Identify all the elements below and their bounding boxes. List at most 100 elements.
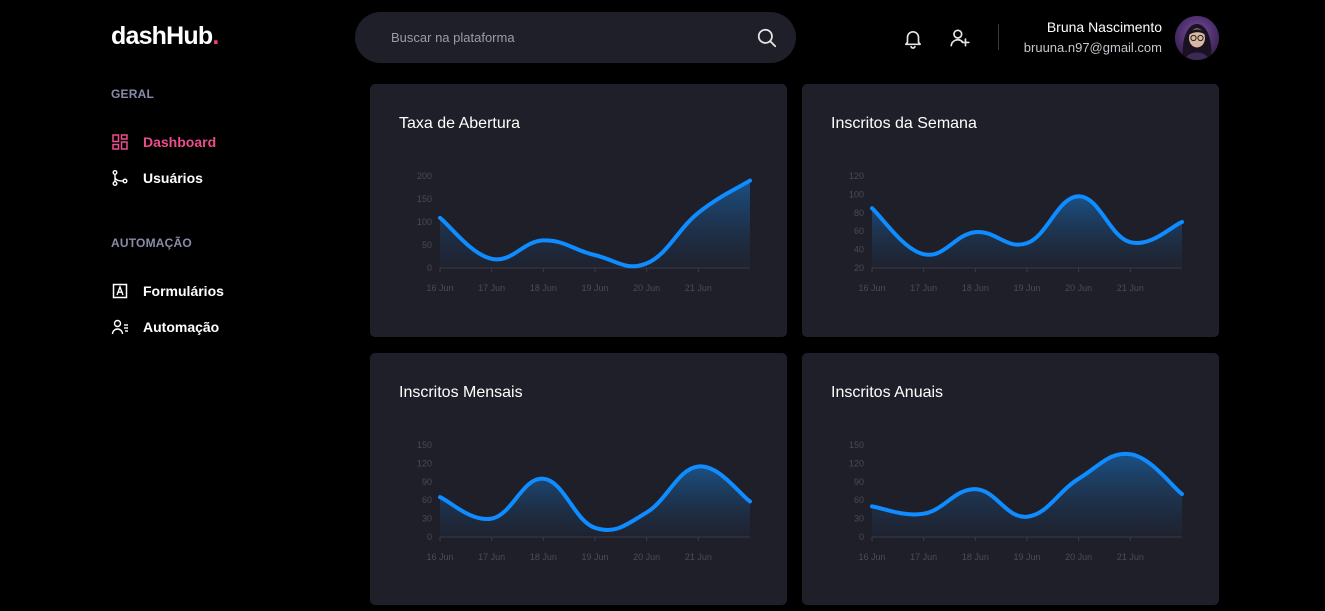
- section-title-geral: GERAL: [111, 87, 154, 101]
- chart-inscritos-semana: 20 40 60 80 100 120 16 Jun 17 Jun 18 Jun 19 Jun 20…: [849, 171, 1184, 293]
- data-point[interactable]: [1128, 240, 1132, 244]
- chart-card-inscritos-semana: Inscritos da Semana 20 40 60 80 100 120 16 Jun…: [802, 84, 1219, 337]
- data-point[interactable]: [696, 464, 700, 468]
- y-tick-label: 150: [417, 440, 432, 450]
- x-tick-label: 19 Jun: [581, 552, 608, 562]
- series-area: [440, 466, 750, 537]
- chart-title: Inscritos da Semana: [831, 115, 977, 132]
- data-point[interactable]: [438, 216, 442, 220]
- data-point[interactable]: [748, 499, 752, 503]
- x-tick-label: 18 Jun: [962, 552, 989, 562]
- app-logo[interactable]: dashHub.: [111, 22, 219, 51]
- x-tick-label: 16 Jun: [426, 283, 453, 293]
- y-tick-label: 30: [854, 514, 864, 524]
- data-point[interactable]: [541, 477, 545, 481]
- y-tick-label: 60: [422, 495, 432, 505]
- x-tick-label: 20 Jun: [1065, 283, 1092, 293]
- chart-card-inscritos-mensais: Inscritos Mensais 0 30 60 90 120 150 16 Jun 17 …: [370, 353, 787, 605]
- series-area: [872, 453, 1182, 537]
- series-area: [440, 180, 750, 268]
- data-point[interactable]: [1180, 492, 1184, 496]
- data-point[interactable]: [438, 495, 442, 499]
- x-tick-label: 16 Jun: [426, 552, 453, 562]
- x-tick-label: 18 Jun: [530, 552, 557, 562]
- data-point[interactable]: [490, 517, 494, 521]
- x-tick-label: 20 Jun: [633, 552, 660, 562]
- chart-inscritos-anuais: 0 30 60 90 120 150 16 Jun 17 Jun 18 Jun 19 Jun 20 …: [849, 440, 1184, 562]
- chart-title: Taxa de Abertura: [399, 115, 520, 132]
- data-point[interactable]: [593, 253, 597, 257]
- user-name: Bruna Nascimento: [1046, 19, 1162, 35]
- data-point[interactable]: [1025, 241, 1029, 245]
- users-list-icon: [111, 319, 128, 335]
- y-tick-label: 50: [422, 240, 432, 250]
- x-tick-label: 17 Jun: [910, 552, 937, 562]
- x-tick-label: 21 Jun: [685, 283, 712, 293]
- sidebar-item-dashboard[interactable]: Dashboard: [111, 131, 311, 153]
- add-user-icon[interactable]: [949, 27, 971, 49]
- data-point[interactable]: [1025, 515, 1029, 519]
- y-tick-label: 120: [849, 458, 864, 468]
- series-line: [438, 178, 752, 269]
- x-tick-label: 18 Jun: [530, 283, 557, 293]
- x-tick-label: 17 Jun: [910, 283, 937, 293]
- form-icon: [112, 283, 128, 299]
- data-point[interactable]: [541, 238, 545, 242]
- search-input[interactable]: [391, 12, 751, 63]
- sidebar-item-label: Automação: [143, 319, 220, 335]
- x-tick-label: 17 Jun: [478, 552, 505, 562]
- x-tick-label: 19 Jun: [581, 283, 608, 293]
- sidebar-item-automacao[interactable]: Automação: [111, 316, 311, 338]
- avatar-image: [1175, 16, 1219, 60]
- data-point[interactable]: [748, 179, 752, 183]
- y-tick-label: 80: [854, 208, 864, 218]
- data-point[interactable]: [922, 512, 926, 516]
- bell-icon[interactable]: [902, 28, 924, 50]
- user-email: bruuna.n97@gmail.com: [1023, 40, 1162, 55]
- y-tick-label: 0: [427, 532, 432, 542]
- data-point[interactable]: [922, 252, 926, 256]
- x-tick-label: 19 Jun: [1013, 283, 1040, 293]
- data-point[interactable]: [696, 211, 700, 215]
- data-point[interactable]: [870, 504, 874, 508]
- x-tick-label: 21 Jun: [685, 552, 712, 562]
- chart-title: Inscritos Anuais: [831, 384, 944, 401]
- sidebar-item-usuarios[interactable]: Usuários: [111, 167, 311, 189]
- chart-card-inscritos-anuais: Inscritos Anuais 0 30 60 90 120 150 16 Jun 17 J…: [802, 353, 1219, 605]
- y-tick-label: 200: [417, 171, 432, 181]
- data-point[interactable]: [645, 510, 649, 514]
- y-tick-label: 40: [854, 245, 864, 255]
- data-point[interactable]: [870, 206, 874, 210]
- y-tick-label: 60: [854, 226, 864, 236]
- sidebar-item-label: Formulários: [143, 283, 224, 299]
- chart-card-taxa-abertura: Taxa de Abertura 0 50 100 150 200 16 Jun 17 Ju…: [370, 84, 787, 337]
- search-icon[interactable]: [756, 27, 778, 49]
- data-point[interactable]: [1128, 452, 1132, 456]
- data-point[interactable]: [1077, 477, 1081, 481]
- avatar[interactable]: [1175, 16, 1219, 60]
- y-tick-label: 60: [854, 495, 864, 505]
- logo-dot: .: [212, 22, 219, 50]
- data-point[interactable]: [593, 526, 597, 530]
- x-tick-label: 16 Jun: [858, 552, 885, 562]
- sidebar-item-label: Usuários: [143, 170, 203, 186]
- x-tick-label: 16 Jun: [858, 283, 885, 293]
- x-tick-label: 19 Jun: [1013, 552, 1040, 562]
- data-point[interactable]: [973, 487, 977, 491]
- y-tick-label: 100: [417, 217, 432, 227]
- data-point[interactable]: [645, 261, 649, 265]
- logo-text: dashHub: [111, 22, 213, 50]
- data-point[interactable]: [973, 230, 977, 234]
- y-tick-label: 150: [849, 440, 864, 450]
- y-tick-label: 0: [859, 532, 864, 542]
- dashboard-icon: [112, 134, 128, 150]
- series-area: [872, 196, 1182, 268]
- top-header: dashHub. Bruna Nascimento bruuna.n97@gma…: [0, 0, 1325, 76]
- series-line: [870, 194, 1184, 257]
- x-tick-label: 21 Jun: [1117, 552, 1144, 562]
- sidebar-item-formularios[interactable]: Formulários: [111, 280, 311, 302]
- data-point[interactable]: [1077, 194, 1081, 198]
- data-point[interactable]: [1180, 220, 1184, 224]
- y-tick-label: 120: [417, 458, 432, 468]
- data-point[interactable]: [490, 257, 494, 261]
